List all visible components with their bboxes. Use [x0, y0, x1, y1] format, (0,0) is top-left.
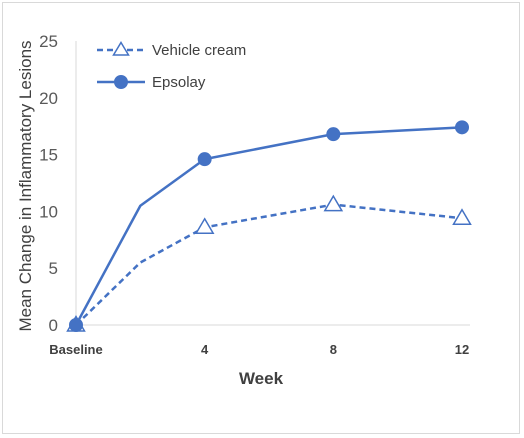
data-point-epsolay: [197, 152, 212, 167]
y-tick-labels: 0 5 10 15 20 25: [39, 32, 58, 335]
y-tick-label: 0: [49, 316, 58, 335]
legend-marker-vehicle-cream: [112, 41, 130, 56]
series-lines: [74, 126, 463, 326]
legend-label-epsolay: Epsolay: [152, 74, 206, 91]
data-point-vehicle-cream: [452, 208, 472, 225]
y-tick-label: 10: [39, 202, 58, 221]
series-markers: [66, 120, 472, 332]
x-tick-label: Baseline: [49, 342, 102, 357]
data-point-epsolay: [69, 318, 83, 332]
legend-item-vehicle-cream: Vehicle cream: [97, 41, 246, 59]
x-tick-label: 8: [330, 342, 337, 357]
legend-item-epsolay: Epsolay: [97, 74, 206, 91]
x-tick-label: 12: [455, 342, 469, 357]
data-point-vehicle-cream: [323, 194, 344, 212]
y-tick-label: 20: [39, 89, 58, 108]
y-tick-label: 25: [39, 32, 58, 51]
x-tick-labels: Baseline 4 8 12: [49, 342, 469, 357]
legend-label-vehicle-cream: Vehicle cream: [152, 42, 246, 59]
axes: [75, 41, 470, 326]
y-axis-title: Mean Change in Inflammatory Lesions: [16, 40, 35, 331]
y-tick-label: 5: [49, 259, 58, 278]
y-tick-label: 15: [39, 146, 58, 165]
x-axis-title: Week: [239, 369, 284, 388]
data-point-epsolay: [455, 120, 469, 135]
legend: Vehicle cream Epsolay: [97, 41, 246, 91]
x-tick-label: 4: [201, 342, 209, 357]
legend-marker-epsolay: [114, 75, 128, 89]
series-line-epsolay: [74, 126, 463, 326]
data-point-vehicle-cream: [194, 217, 215, 235]
series-line-vehicle-cream: [75, 203, 463, 326]
data-point-epsolay: [326, 127, 341, 142]
